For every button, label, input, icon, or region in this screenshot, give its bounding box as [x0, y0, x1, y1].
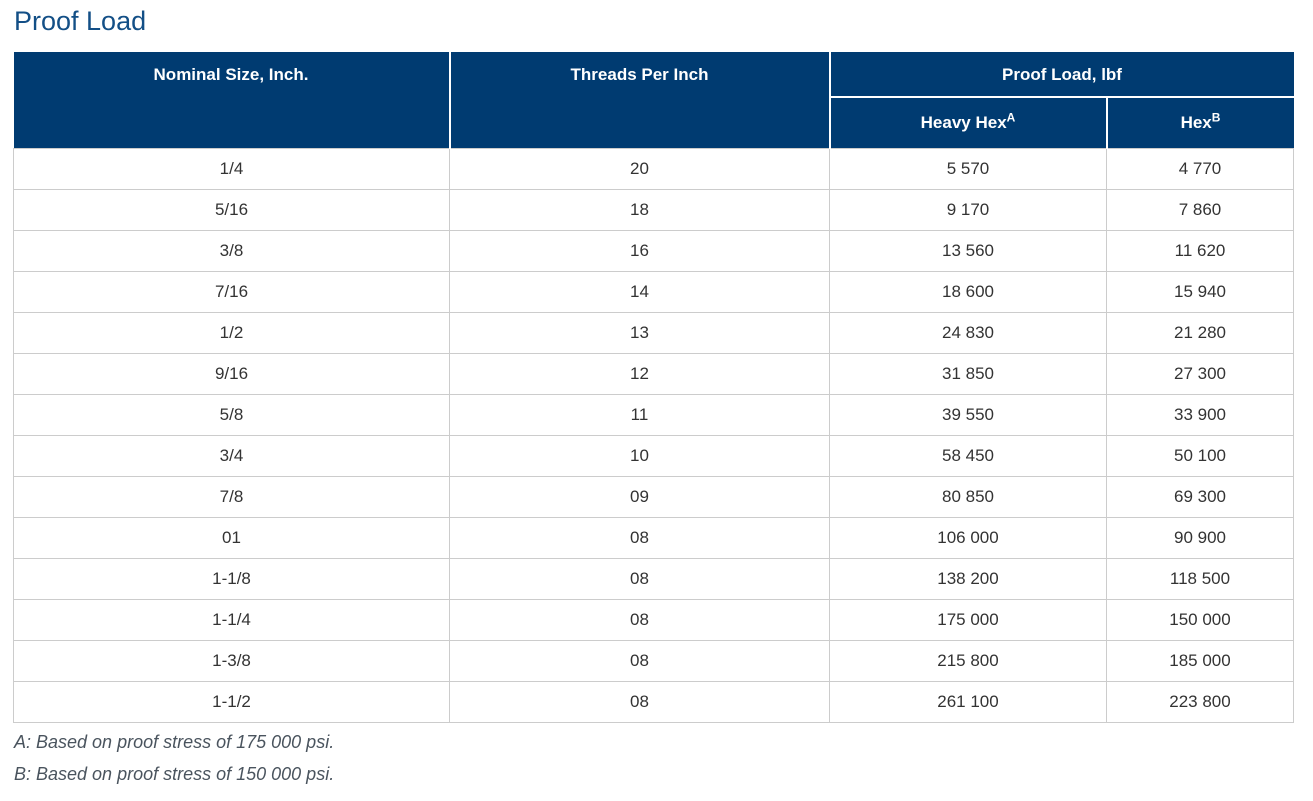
table-cell: 1-3/8: [13, 639, 450, 682]
table-row: 9/16 12 31 850 27 300: [13, 352, 1294, 395]
table-cell: 1/2: [13, 311, 450, 354]
table-row: 01 08 106 000 90 900: [13, 516, 1294, 559]
header-heavy-hex: Heavy HexA: [828, 96, 1107, 149]
table-cell: 1-1/2: [13, 680, 450, 723]
table-cell: 5/16: [13, 188, 450, 231]
header-proof-load-group: Proof Load, lbf: [828, 52, 1294, 98]
table-cell: 69 300: [1106, 475, 1294, 518]
table-cell: 5 570: [829, 147, 1107, 190]
table-cell: 16: [449, 229, 830, 272]
table-cell: 215 800: [829, 639, 1107, 682]
table-cell: 08: [449, 516, 830, 559]
header-hex-label: Hex: [1180, 113, 1212, 133]
table-cell: 1/4: [13, 147, 450, 190]
table-cell: 1-1/4: [13, 598, 450, 641]
table-cell: 12: [449, 352, 830, 395]
header-hex: HexB: [1105, 96, 1294, 149]
table-cell: 185 000: [1106, 639, 1294, 682]
table-cell: 9/16: [13, 352, 450, 395]
table-cell: 118 500: [1106, 557, 1294, 600]
table-row: 5/8 11 39 550 33 900: [13, 393, 1294, 436]
table-cell: 15 940: [1106, 270, 1294, 313]
header-threads-per-inch: Threads Per Inch: [448, 52, 830, 149]
table-body: 1/4 20 5 570 4 770 5/16 18 9 170 7 860 3/8 16 13 5…: [13, 147, 1294, 723]
table-header-row: Nominal Size, Inch. Threads Per Inch Pro…: [13, 52, 1294, 149]
table-row: 1-3/8 08 215 800 185 000: [13, 639, 1294, 682]
table-cell: 175 000: [829, 598, 1107, 641]
table-cell: 18: [449, 188, 830, 231]
footnote-ref-b: B: [1211, 110, 1221, 125]
table-cell: 1-1/8: [13, 557, 450, 600]
table-cell: 11 620: [1106, 229, 1294, 272]
page-title: Proof Load: [14, 6, 147, 36]
table-row: 3/8 16 13 560 11 620: [13, 229, 1294, 272]
table-cell: 150 000: [1106, 598, 1294, 641]
header-heavy-hex-label: Heavy Hex: [920, 113, 1007, 133]
table-cell: 9 170: [829, 188, 1107, 231]
table-cell: 08: [449, 557, 830, 600]
table-cell: 01: [13, 516, 450, 559]
table-cell: 261 100: [829, 680, 1107, 723]
table-cell: 14: [449, 270, 830, 313]
table-cell: 09: [449, 475, 830, 518]
table-cell: 58 450: [829, 434, 1107, 477]
table-cell: 08: [449, 639, 830, 682]
table-cell: 20: [449, 147, 830, 190]
table-row: 1-1/2 08 261 100 223 800: [13, 680, 1294, 723]
table-cell: 21 280: [1106, 311, 1294, 354]
table-cell: 138 200: [829, 557, 1107, 600]
table-cell: 08: [449, 680, 830, 723]
table-row: 7/8 09 80 850 69 300: [13, 475, 1294, 518]
table-cell: 31 850: [829, 352, 1107, 395]
table-cell: 24 830: [829, 311, 1107, 354]
table-cell: 90 900: [1106, 516, 1294, 559]
table-cell: 5/8: [13, 393, 450, 436]
table-row: 5/16 18 9 170 7 860: [13, 188, 1294, 231]
table-cell: 33 900: [1106, 393, 1294, 436]
table-row: 7/16 14 18 600 15 940: [13, 270, 1294, 313]
proof-load-table: Nominal Size, Inch. Threads Per Inch Pro…: [13, 52, 1294, 723]
table-cell: 7/16: [13, 270, 450, 313]
table-cell: 39 550: [829, 393, 1107, 436]
table-header: Nominal Size, Inch. Threads Per Inch Pro…: [13, 52, 1294, 149]
table-cell: 11: [449, 393, 830, 436]
table-cell: 27 300: [1106, 352, 1294, 395]
table-row: 1/4 20 5 570 4 770: [13, 147, 1294, 190]
table-cell: 13: [449, 311, 830, 354]
table-cell: 10: [449, 434, 830, 477]
table-cell: 223 800: [1106, 680, 1294, 723]
table-row: 1-1/8 08 138 200 118 500: [13, 557, 1294, 600]
table-cell: 80 850: [829, 475, 1107, 518]
footnote-b: B: Based on proof stress of 150 000 psi.: [14, 763, 335, 784]
table-cell: 13 560: [829, 229, 1107, 272]
header-nominal-size: Nominal Size, Inch.: [13, 52, 450, 149]
table-cell: 7/8: [13, 475, 450, 518]
table-cell: 7 860: [1106, 188, 1294, 231]
table-cell: 08: [449, 598, 830, 641]
table-subheader-row: Heavy HexA HexB: [14, 96, 1294, 149]
table-cell: 50 100: [1106, 434, 1294, 477]
table-cell: 18 600: [829, 270, 1107, 313]
table-cell: 106 000: [829, 516, 1107, 559]
table-row: 1-1/4 08 175 000 150 000: [13, 598, 1294, 641]
table-cell: 4 770: [1106, 147, 1294, 190]
table-cell: 3/8: [13, 229, 450, 272]
footnote-a: A: Based on proof stress of 175 000 psi.: [14, 731, 335, 752]
footnote-ref-a: A: [1006, 110, 1016, 125]
table-row: 1/2 13 24 830 21 280: [13, 311, 1294, 354]
table-cell: 3/4: [13, 434, 450, 477]
table-row: 3/4 10 58 450 50 100: [13, 434, 1294, 477]
